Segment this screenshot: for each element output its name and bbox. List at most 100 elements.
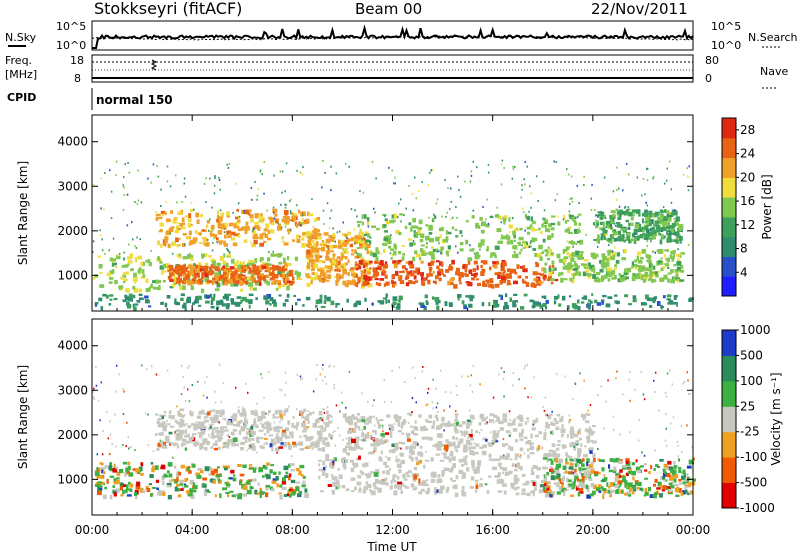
power-cell: [424, 294, 428, 299]
velocity-cell: [161, 464, 166, 470]
velocity-cell: [265, 421, 270, 425]
velocity-cell: [162, 426, 167, 432]
power-cell: [287, 220, 290, 223]
velocity-cell: [315, 419, 319, 424]
velocity-cell: [574, 463, 577, 468]
power-cell: [237, 202, 240, 205]
power-cell: [529, 185, 531, 188]
power-cell: [231, 275, 235, 280]
power-colorbar-cell: [722, 256, 736, 277]
power-cell: [429, 171, 431, 174]
power-cell: [530, 240, 532, 243]
power-cell: [490, 254, 493, 258]
velocity-cell: [278, 446, 283, 449]
power-cell: [676, 236, 679, 239]
velocity-cell: [224, 481, 228, 485]
power-cell: [171, 241, 176, 246]
power-cell: [446, 211, 448, 214]
power-cell: [314, 247, 319, 253]
power-cell: [392, 182, 395, 185]
power-cell: [431, 219, 434, 222]
velocity-cell: [518, 432, 524, 438]
power-cell: [262, 232, 266, 235]
velocity-cell: [569, 430, 575, 435]
power-cell: [253, 227, 255, 230]
velocity-cell: [270, 464, 275, 467]
power-cell: [281, 270, 285, 274]
power-cell: [273, 211, 275, 214]
power-cell: [531, 237, 535, 243]
velocity-cell: [544, 426, 547, 429]
velocity-cell: [277, 446, 279, 449]
velocity-cell: [409, 451, 411, 454]
velocity-cell: [226, 434, 229, 437]
power-cell: [195, 296, 198, 300]
power-cell: [203, 265, 209, 269]
power-cell: [642, 279, 646, 283]
velocity-cell: [531, 427, 536, 431]
velocity-cell: [193, 423, 198, 428]
power-cell: [622, 189, 624, 192]
velocity-colorbar-cell: [722, 482, 736, 509]
power-cell: [356, 267, 359, 271]
velocity-cell: [310, 442, 314, 446]
power-cell: [441, 226, 444, 231]
power-cell: [670, 201, 673, 204]
power-cell: [617, 232, 622, 236]
power-cell: [662, 295, 666, 299]
power-cell: [549, 269, 553, 275]
velocity-cell: [538, 489, 543, 494]
velocity-cell: [392, 477, 395, 481]
velocity-cell: [323, 437, 328, 441]
velocity-cell: [583, 471, 589, 477]
velocity-cell: [611, 482, 616, 486]
power-cell: [432, 168, 434, 171]
power-cell: [345, 271, 350, 275]
power-cell: [214, 177, 216, 179]
velocity-cell: [283, 494, 288, 497]
velocity-cell: [203, 491, 208, 497]
velocity-cell: [445, 489, 449, 493]
power-cell: [355, 274, 358, 278]
power-cell: [570, 241, 576, 245]
power-cell: [488, 283, 493, 288]
velocity-cell: [455, 426, 457, 429]
velocity-cell: [556, 373, 558, 376]
velocity-cell: [258, 429, 264, 432]
power-cell: [354, 282, 357, 285]
velocity-cell: [178, 431, 184, 435]
power-colorbar-tick: 16: [740, 194, 755, 208]
power-cell: [649, 214, 652, 218]
power-cell: [205, 275, 209, 280]
velocity-cell: [674, 474, 679, 479]
velocity-cell: [214, 401, 217, 404]
power-cell: [426, 273, 430, 277]
power-cell: [335, 172, 338, 175]
power-cell: [503, 218, 506, 223]
power-cell: [631, 213, 635, 217]
power-cell: [231, 231, 235, 235]
power-cell: [250, 241, 252, 244]
power-cell: [247, 271, 250, 275]
power-cell: [159, 222, 164, 227]
velocity-cell: [234, 386, 237, 389]
velocity-cell: [518, 414, 523, 418]
power-cell: [161, 212, 165, 217]
power-cell: [203, 183, 206, 185]
power-cell: [240, 271, 243, 275]
power-cell: [573, 304, 578, 310]
velocity-cell: [681, 475, 686, 480]
power-cell: [538, 244, 543, 250]
velocity-cell: [376, 441, 381, 447]
power-cell: [269, 267, 274, 270]
power-cell: [118, 285, 124, 289]
velocity-cell: [667, 460, 672, 465]
power-cell: [642, 219, 645, 224]
power-cell: [223, 253, 226, 258]
power-cell: [445, 269, 450, 273]
power-cell: [188, 280, 193, 286]
power-cell: [649, 304, 653, 308]
power-cell: [375, 250, 380, 255]
power-cell: [282, 240, 285, 243]
power-cell: [288, 200, 291, 203]
